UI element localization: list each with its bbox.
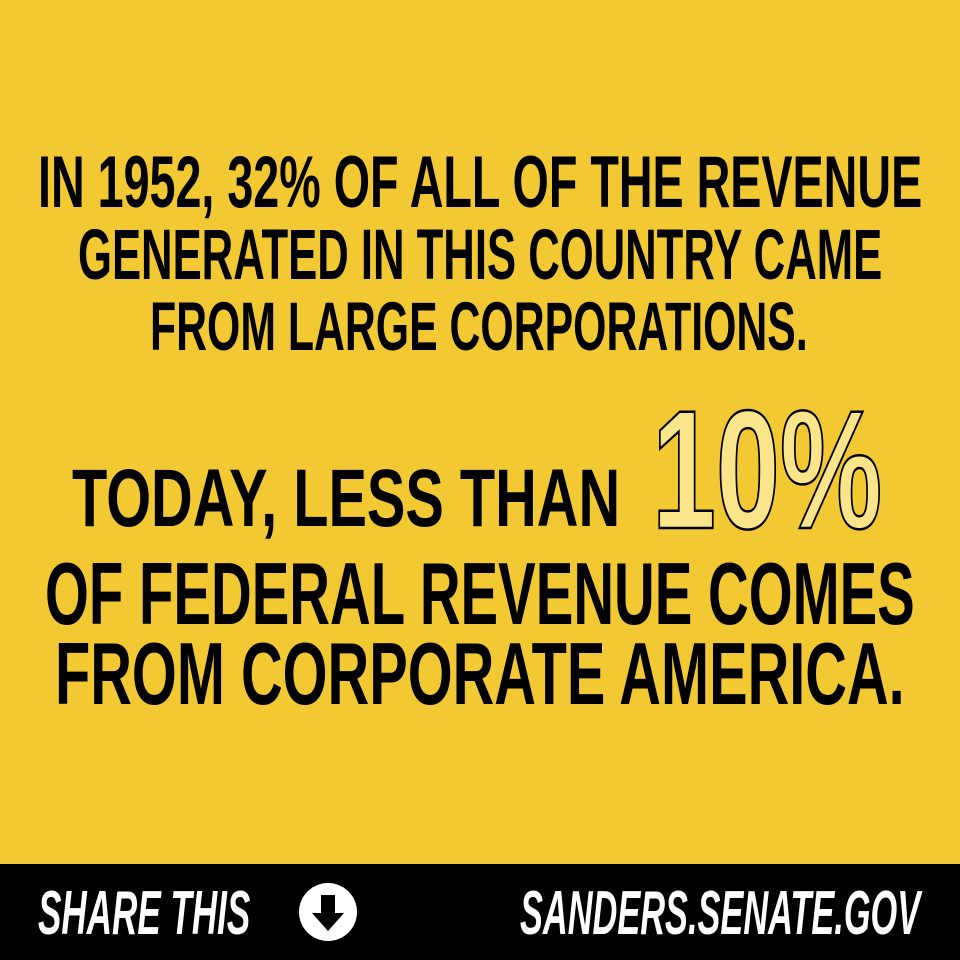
headline-line-3: FROM LARGE CORPORATIONS. bbox=[150, 288, 808, 365]
statement-lead: TODAY, LESS THAN bbox=[72, 453, 621, 544]
statement-highlight-percent: 10% bbox=[651, 375, 883, 564]
headline-line-1: IN 1952, 32% OF ALL OF THE REVENUE bbox=[38, 142, 923, 223]
share-this-label[interactable]: SHARE THIS bbox=[38, 879, 251, 948]
statement-line-3: FROM CORPORATE AMERICA. bbox=[55, 624, 905, 723]
statement-line-2: OF FEDERAL REVENUE COMES bbox=[45, 544, 915, 643]
website-link[interactable]: SANDERS.SENATE.GOV bbox=[520, 879, 921, 948]
headline-line-2: GENERATED IN THIS COUNTRY CAME bbox=[78, 216, 883, 295]
footer-bar bbox=[0, 864, 960, 960]
arrow-down-circle-icon[interactable] bbox=[299, 883, 357, 941]
